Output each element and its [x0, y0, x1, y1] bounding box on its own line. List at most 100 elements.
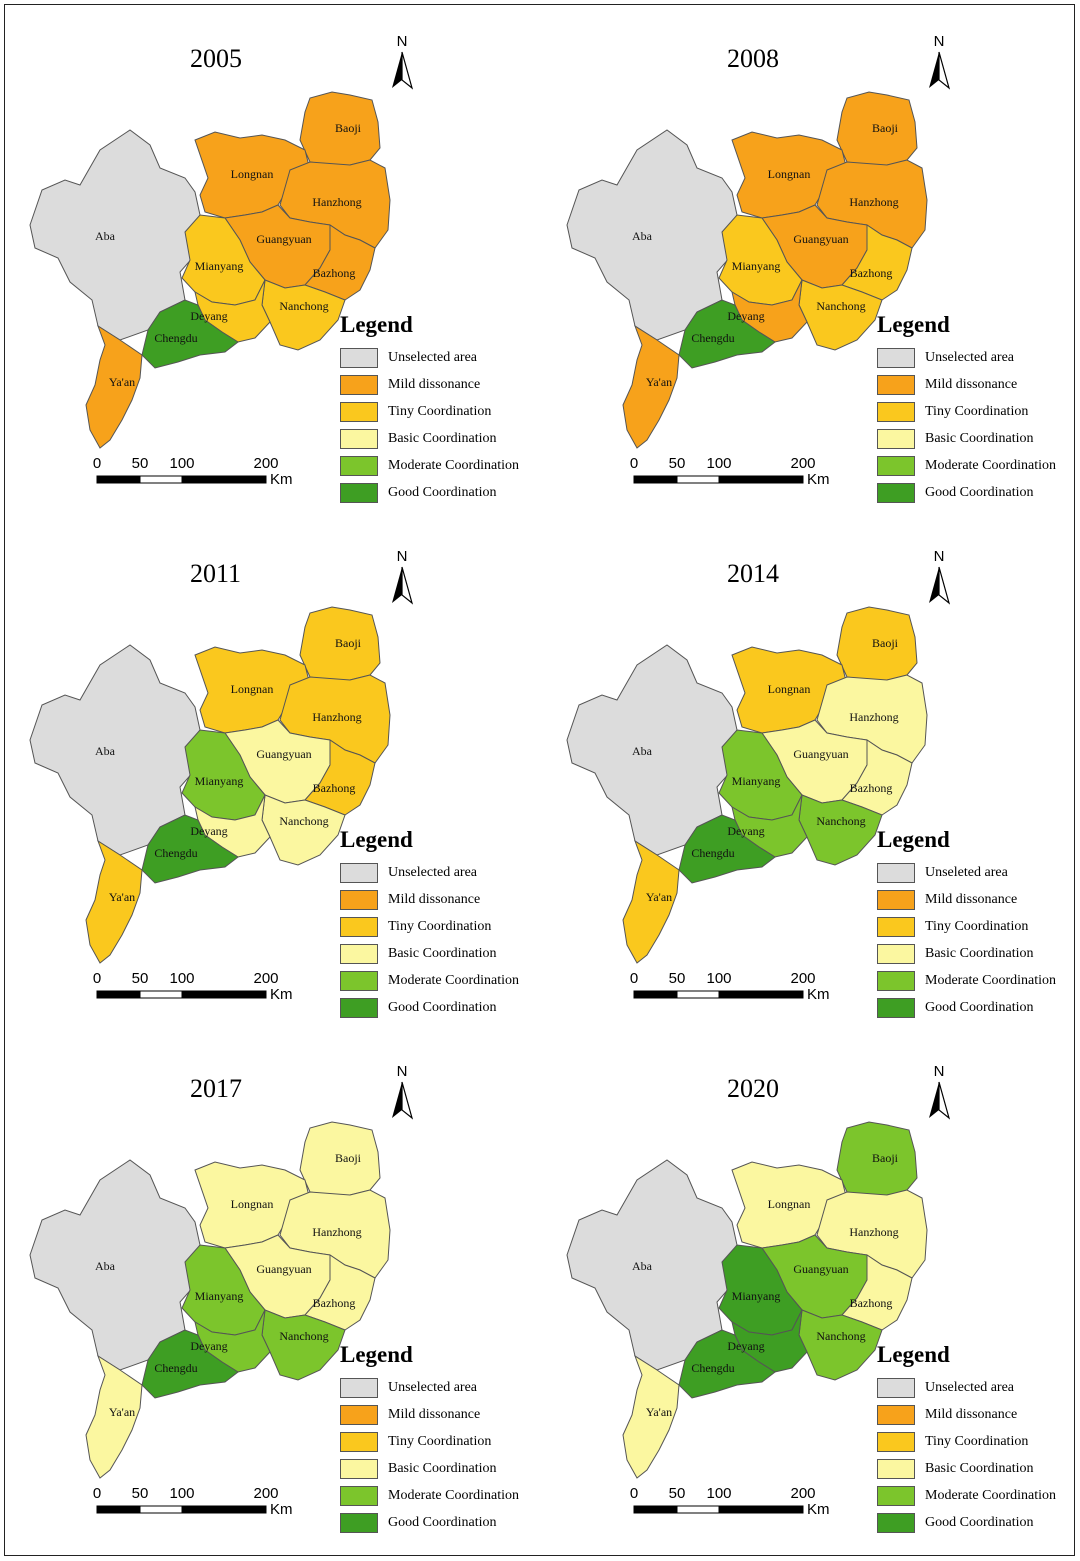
legend-item-mild: Mild dissonance: [877, 371, 1056, 398]
region-label: Ya'an: [109, 375, 135, 389]
legend-title: Legend: [340, 1342, 413, 1367]
legend-label: Basic Coordination: [925, 430, 1034, 446]
map-panel-2011: 2011 Aba Baoji Longnan Hanzhong Guangyuan Mian…: [0, 515, 540, 1035]
region-bazhong: [304, 1254, 376, 1331]
region-label: Deyang: [190, 824, 227, 838]
legend-item-basic: Basic Coordination: [877, 1455, 1056, 1482]
region-bazhong: [841, 224, 913, 301]
scale-tick-label: 100: [169, 455, 194, 472]
map-panel-2017: 2017 Aba Baoji Longnan Hanzhong Guangyuan Mian…: [0, 1030, 540, 1550]
scale-tick-label: 100: [706, 970, 731, 987]
region-label: Bazhong: [313, 781, 356, 795]
legend-item-moderate: Moderate Coordination: [340, 967, 519, 994]
region-chengdu: [678, 299, 776, 369]
legend-label: Good Coordination: [388, 484, 497, 500]
region-bazhong: [304, 739, 376, 816]
region-label: Baoji: [335, 121, 362, 135]
legend-label: Good Coordination: [388, 999, 497, 1015]
scale-unit-label: Km: [807, 1501, 830, 1518]
region-label: Hanzhong: [312, 195, 361, 209]
scale-tick-label: 0: [630, 455, 638, 472]
legend-item-mild: Mild dissonance: [877, 1401, 1056, 1428]
legend-label: Unselected area: [388, 349, 477, 365]
legend-swatch: [877, 1404, 915, 1425]
legend-item-basic: Basic Coordination: [877, 425, 1056, 452]
region-label: Hanzhong: [312, 1225, 361, 1239]
legend: Legend Unselected area Mild dissonance Tiny…: [877, 312, 1056, 506]
region-label: Hanzhong: [849, 1225, 898, 1239]
region-label: Nanchong: [816, 1329, 865, 1343]
region-label: Guangyuan: [256, 232, 311, 246]
legend-label: Tiny Coordination: [388, 918, 492, 934]
region-yaan: [622, 324, 680, 449]
scale-tick-label: 200: [253, 970, 278, 987]
region-label: Chengdu: [691, 331, 734, 345]
scale-tick-label: 200: [790, 970, 815, 987]
region-yaan: [85, 1354, 143, 1479]
legend-swatch: [877, 943, 915, 964]
north-arrow-icon: N: [929, 33, 951, 90]
region-label: Baoji: [872, 121, 899, 135]
region-label: Mianyang: [732, 774, 781, 788]
legend-swatch: [340, 347, 378, 368]
legend-label: Tiny Coordination: [925, 403, 1029, 419]
legend-item-tiny: Tiny Coordination: [877, 913, 1056, 940]
region-label: Aba: [632, 229, 653, 243]
legend-label: Mild dissonance: [388, 376, 481, 392]
region-label: Bazhong: [313, 266, 356, 280]
region-label: Guangyuan: [793, 232, 848, 246]
legend-label: Mild dissonance: [388, 1406, 481, 1422]
legend-label: Tiny Coordination: [925, 1433, 1029, 1449]
region-label: Mianyang: [732, 1289, 781, 1303]
region-label: Guangyuan: [256, 747, 311, 761]
legend-label: Unselected area: [925, 1379, 1014, 1395]
legend-label: Basic Coordination: [388, 945, 497, 961]
north-arrow-icon: N: [392, 1063, 414, 1120]
legend-label: Unselected area: [388, 1379, 477, 1395]
year-title: 2008: [727, 44, 779, 73]
svg-text:N: N: [934, 33, 945, 50]
region-label: Chengdu: [154, 846, 197, 860]
legend-swatch: [340, 1431, 378, 1452]
legend-item-moderate: Moderate Coordination: [877, 452, 1056, 479]
region-label: Nanchong: [279, 1329, 328, 1343]
choropleth-map: Aba Baoji Longnan Hanzhong Guangyuan Mianyang…: [29, 33, 414, 488]
legend-item-basic: Basic Coordination: [340, 1455, 519, 1482]
region-label: Ya'an: [646, 375, 672, 389]
scale-tick-label: 0: [93, 970, 101, 987]
region-chengdu: [141, 1329, 239, 1399]
legend-swatch: [877, 970, 915, 991]
legend-item-good: Good Coordination: [340, 1509, 519, 1536]
legend-swatch: [877, 1458, 915, 1479]
region-label: Longnan: [768, 1197, 811, 1211]
scale-unit-label: Km: [807, 471, 830, 488]
legend-swatch: [340, 1377, 378, 1398]
legend-item-unselected: Unseleted area: [877, 859, 1056, 886]
map-panel-2008: 2008 Aba Baoji Longnan Hanzhong Guangyuan Mian…: [537, 0, 1077, 520]
region-label: Mianyang: [195, 774, 244, 788]
legend-title: Legend: [877, 1342, 950, 1367]
region-label: Ya'an: [109, 890, 135, 904]
svg-text:N: N: [397, 1063, 408, 1080]
legend-label: Moderate Coordination: [925, 1487, 1057, 1503]
legend-item-basic: Basic Coordination: [877, 940, 1056, 967]
region-label: Nanchong: [816, 299, 865, 313]
region-label: Deyang: [190, 309, 227, 323]
region-label: Ya'an: [109, 1405, 135, 1419]
scale-tick-label: 0: [630, 1485, 638, 1502]
region-label: Deyang: [727, 1339, 764, 1353]
map-panel-2005: 2005 Aba Baoji Longnan Hanzhong Guangyuan Mian…: [0, 0, 540, 520]
region-bazhong: [304, 224, 376, 301]
region-label: Ya'an: [646, 890, 672, 904]
region-label: Aba: [632, 1259, 653, 1273]
legend-swatch: [340, 916, 378, 937]
legend-label: Moderate Coordination: [388, 457, 520, 473]
legend-label: Basic Coordination: [925, 1460, 1034, 1476]
legend-label: Moderate Coordination: [388, 972, 520, 988]
north-arrow-icon: N: [929, 1063, 951, 1120]
legend-swatch: [340, 401, 378, 422]
region-chengdu: [141, 299, 239, 369]
